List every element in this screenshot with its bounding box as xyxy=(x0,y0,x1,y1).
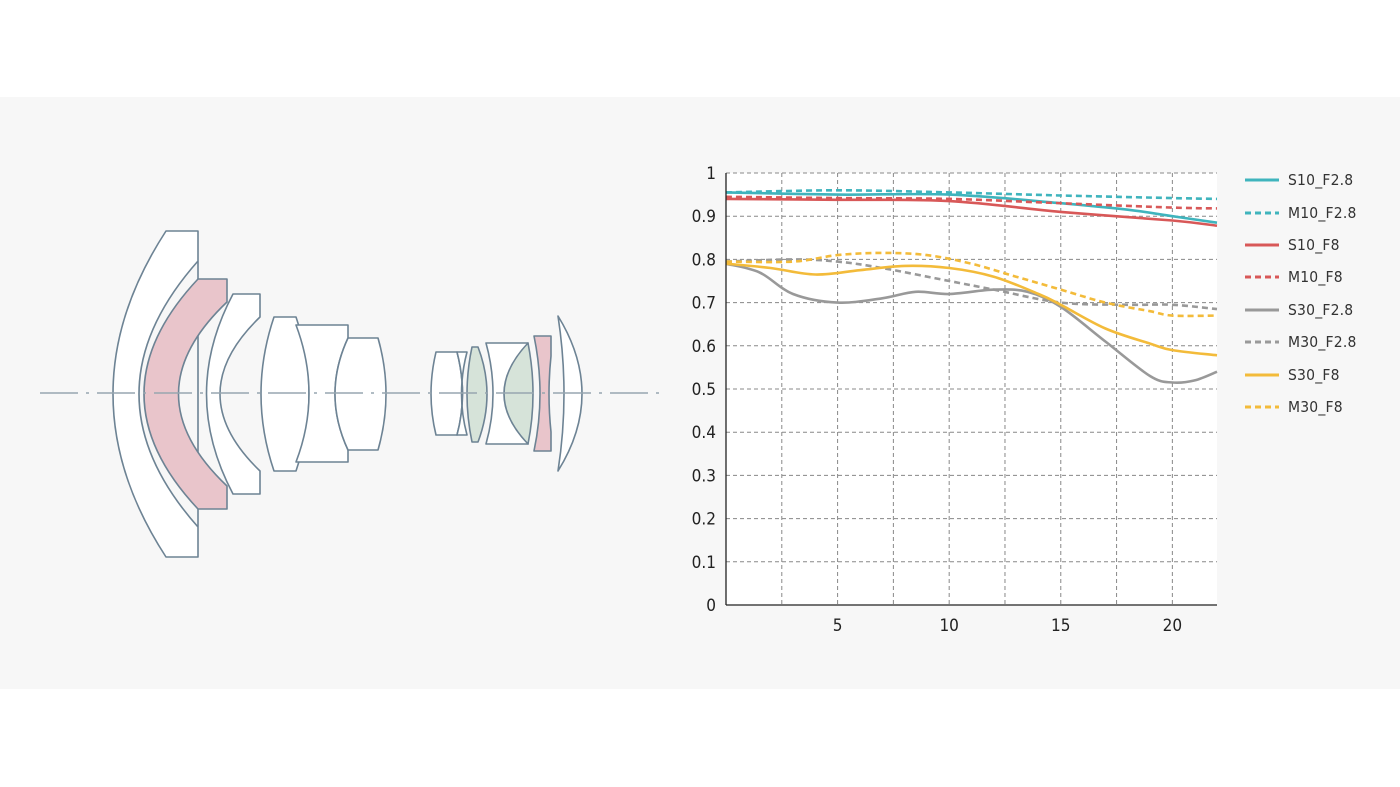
legend-swatch-S30_F2.8 xyxy=(1245,308,1279,312)
legend-swatch-M10_F2.8 xyxy=(1245,211,1279,215)
legend-swatch-M30_F8 xyxy=(1245,405,1279,409)
legend-item-M30_F8: M30_F8 xyxy=(1245,391,1357,423)
series-line-M10_F2.8 xyxy=(725,188,1218,201)
y-tick-labels: 0 0.1 0.2 0.3 0.4 0.5 0.6 0.7 0.8 0.9 1 xyxy=(692,164,716,616)
series-line-S30_F8 xyxy=(725,262,1218,357)
x-tick-label-0: 5 xyxy=(833,616,843,636)
legend-label: M30_F2.8 xyxy=(1288,333,1357,352)
legend-item-M10_F2.8: M10_F2.8 xyxy=(1245,196,1357,228)
legend-swatch-S10_F8 xyxy=(1245,243,1279,247)
legend-item-S10_F2.8: S10_F2.8 xyxy=(1245,164,1357,196)
lens-element-9-aspherical xyxy=(466,346,488,443)
x-tick-label-3: 20 xyxy=(1163,616,1182,636)
legend-item-M10_F8: M10_F8 xyxy=(1245,261,1357,293)
legend-item-S30_F8: S30_F8 xyxy=(1245,358,1357,390)
axes xyxy=(725,173,1217,606)
y-tick-label-0: 0 xyxy=(706,596,716,616)
y-tick-label-2: 0.2 xyxy=(692,510,716,530)
lens-element-1 xyxy=(112,230,199,558)
legend-item-M30_F2.8: M30_F2.8 xyxy=(1245,326,1357,358)
legend-item-S10_F8: S10_F8 xyxy=(1245,229,1357,261)
series-line-M10_F8 xyxy=(725,195,1218,210)
series-line-M30_F2.8 xyxy=(725,258,1218,311)
series-line-M30_F8 xyxy=(725,251,1218,318)
chart-legend: S10_F2.8 M10_F2.8 S10_F8 M10_F8 S30_F2.8 M30_… xyxy=(1245,164,1357,423)
legend-item-S30_F2.8: S30_F2.8 xyxy=(1245,294,1357,326)
lens-element-6 xyxy=(334,337,387,451)
legend-label: S10_F2.8 xyxy=(1288,171,1354,190)
series-line-S10_F8 xyxy=(725,197,1218,227)
legend-label: M30_F8 xyxy=(1288,397,1343,416)
y-tick-label-7: 0.7 xyxy=(692,294,716,314)
x-tick-labels: 5 10 15 20 xyxy=(833,616,1182,636)
y-tick-label-9: 0.9 xyxy=(692,207,716,227)
legend-swatch-M30_F2.8 xyxy=(1245,340,1279,344)
legend-label: M10_F2.8 xyxy=(1288,203,1357,222)
y-tick-label-8: 0.8 xyxy=(692,250,716,270)
legend-label: S30_F2.8 xyxy=(1288,300,1354,319)
x-tick-label-2: 15 xyxy=(1051,616,1070,636)
y-tick-label-5: 0.5 xyxy=(692,380,716,400)
grid xyxy=(726,172,1217,605)
series-lines xyxy=(725,188,1218,385)
lens-construction-diagram xyxy=(40,230,660,558)
legend-label: S30_F8 xyxy=(1288,365,1340,384)
series-line-S10_F2.8 xyxy=(725,191,1218,224)
y-tick-label-3: 0.3 xyxy=(692,466,716,486)
x-tick-label-1: 10 xyxy=(939,616,958,636)
legend-swatch-S10_F2.8 xyxy=(1245,178,1279,182)
legend-label: M10_F8 xyxy=(1288,268,1343,287)
y-tick-label-6: 0.6 xyxy=(692,337,716,357)
legend-label: S10_F8 xyxy=(1288,235,1340,254)
legend-swatch-M10_F8 xyxy=(1245,275,1279,279)
y-tick-label-4: 0.4 xyxy=(692,423,716,443)
legend-swatch-S30_F8 xyxy=(1245,373,1279,377)
lens-element-3 xyxy=(205,293,261,495)
lens-element-2-ed xyxy=(143,278,228,510)
y-tick-label-10: 1 xyxy=(706,164,716,184)
y-tick-label-1: 0.1 xyxy=(692,553,716,573)
